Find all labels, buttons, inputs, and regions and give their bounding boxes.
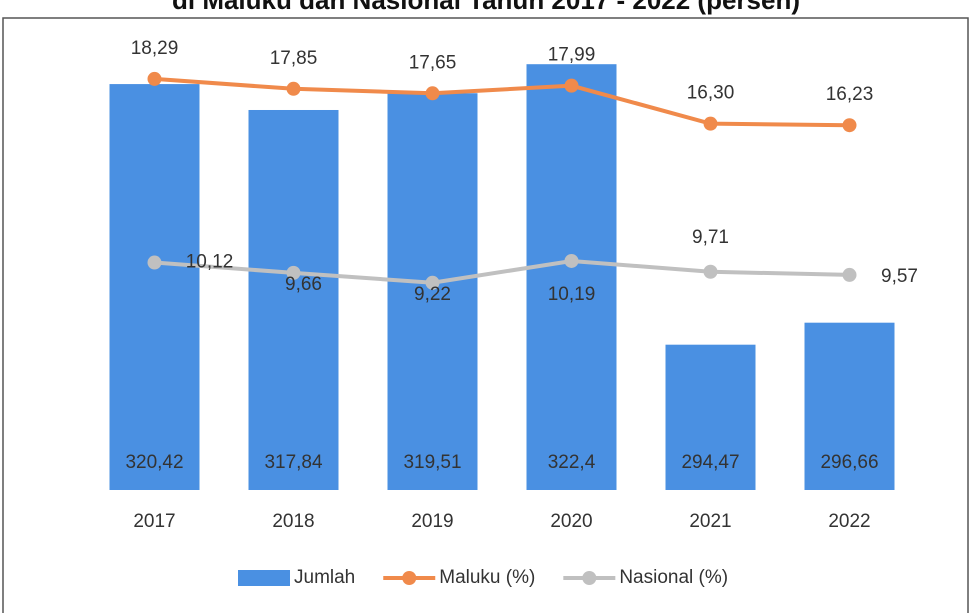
legend-swatch (582, 571, 597, 585)
x-tick-label: 2017 (133, 511, 175, 532)
bar (387, 93, 478, 491)
bar-value-label: 319,51 (403, 452, 461, 473)
point-value-label: 10,12 (186, 252, 234, 273)
legend-label: Nasional (%) (619, 567, 728, 588)
legend-swatch (238, 570, 290, 586)
point (425, 275, 440, 290)
line (154, 258, 850, 285)
chart-frame (2, 17, 969, 613)
bar (526, 64, 617, 491)
x-tick-label: 2019 (411, 511, 453, 532)
legend-label: Maluku (%) (439, 567, 535, 588)
point (703, 264, 718, 279)
x-tick-label: 2020 (550, 511, 592, 532)
bar (665, 344, 756, 490)
point-value-label: 17,65 (409, 52, 457, 73)
x-tick-label: 2018 (272, 511, 314, 532)
point-value-label: 18,29 (131, 38, 179, 59)
chart-title: di Maluku dan Nasional Tahun 2017 - 2022… (172, 0, 800, 15)
bar (248, 109, 339, 491)
point-value-label: 17,85 (270, 48, 318, 69)
line (154, 76, 850, 128)
point-value-label: 16,23 (826, 84, 874, 105)
point (564, 78, 579, 93)
point (425, 86, 440, 101)
point (564, 253, 579, 268)
bar-value-label: 322,4 (548, 452, 596, 473)
bar (109, 84, 200, 490)
point-value-label: 10,19 (548, 284, 596, 305)
legend-swatch (402, 571, 417, 585)
point-value-label: 9,22 (414, 284, 451, 305)
bar-value-label: 320,42 (125, 452, 183, 473)
bar-value-label: 294,47 (681, 452, 739, 473)
point-value-label: 16,30 (687, 83, 735, 104)
point (286, 81, 301, 96)
point-value-label: 9,57 (881, 266, 918, 287)
bar-value-label: 296,66 (820, 452, 878, 473)
point-value-label: 17,99 (548, 45, 596, 66)
point (147, 71, 162, 86)
bar (804, 322, 895, 490)
point (147, 255, 162, 270)
point (286, 265, 301, 280)
point-value-label: 9,66 (285, 274, 322, 295)
legend-label: Jumlah (294, 567, 355, 588)
bar-value-label: 317,84 (264, 452, 323, 473)
point (842, 267, 857, 282)
x-tick-label: 2022 (828, 511, 870, 532)
point (703, 116, 718, 131)
point-value-label: 9,71 (692, 227, 729, 248)
x-tick-label: 2021 (689, 511, 731, 532)
point (842, 118, 857, 133)
